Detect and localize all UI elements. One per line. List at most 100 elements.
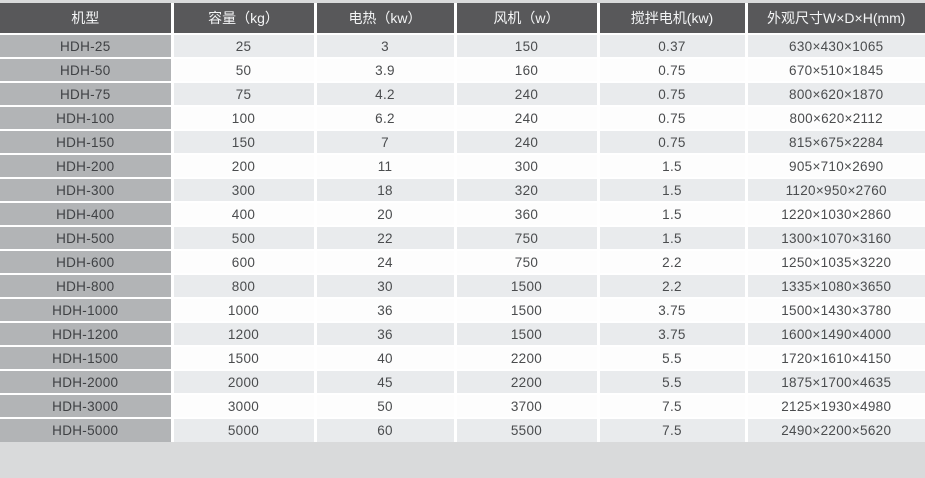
cell-dimensions: 800×620×2112 [744, 105, 925, 130]
cell-model: HDH-300 [0, 177, 172, 202]
cell-mixer: 1.5 [596, 153, 746, 178]
table-row: HDH-75 75 4.2 240 0.75 800×620×1870 [0, 81, 925, 106]
cell-model: HDH-100 [0, 105, 172, 130]
table-row: HDH-1000 1000 36 1500 3.75 1500×1430×3780 [0, 297, 925, 322]
table-row: HDH-25 25 3 150 0.37 630×430×1065 [0, 34, 925, 58]
cell-capacity: 2000 [170, 369, 315, 394]
cell-heating: 11 [313, 153, 455, 178]
table-row: HDH-500 500 22 750 1.5 1300×1070×3160 [0, 225, 925, 250]
table-row: HDH-200 200 11 300 1.5 905×710×2690 [0, 153, 925, 178]
cell-fan: 5500 [453, 417, 598, 442]
column-header-dimensions: 外观尺寸W×D×H(mm) [744, 3, 925, 35]
cell-heating: 3.9 [313, 57, 455, 82]
cell-dimensions: 1720×1610×4150 [744, 345, 925, 370]
cell-capacity: 150 [170, 129, 315, 154]
cell-heating: 22 [313, 225, 455, 250]
cell-fan: 1500 [453, 297, 598, 322]
column-header-mixer: 搅拌电机(kw) [596, 3, 746, 35]
column-header-heating: 电热（kw） [313, 3, 455, 35]
cell-dimensions: 1120×950×2760 [744, 177, 925, 202]
cell-model: HDH-2000 [0, 369, 172, 394]
cell-heating: 45 [313, 369, 455, 394]
cell-model: HDH-50 [0, 57, 172, 82]
cell-mixer: 7.5 [596, 393, 746, 418]
cell-capacity: 1500 [170, 345, 315, 370]
cell-model: HDH-25 [0, 34, 172, 58]
cell-fan: 150 [453, 34, 598, 58]
cell-dimensions: 1600×1490×4000 [744, 321, 925, 346]
cell-capacity: 600 [170, 249, 315, 274]
cell-fan: 320 [453, 177, 598, 202]
cell-heating: 50 [313, 393, 455, 418]
cell-mixer: 0.75 [596, 81, 746, 106]
cell-heating: 4.2 [313, 81, 455, 106]
cell-capacity: 200 [170, 153, 315, 178]
cell-mixer: 5.5 [596, 369, 746, 394]
cell-dimensions: 2125×1930×4980 [744, 393, 925, 418]
cell-capacity: 3000 [170, 393, 315, 418]
cell-fan: 240 [453, 129, 598, 154]
cell-capacity: 300 [170, 177, 315, 202]
cell-heating: 7 [313, 129, 455, 154]
cell-heating: 36 [313, 321, 455, 346]
cell-fan: 300 [453, 153, 598, 178]
cell-mixer: 1.5 [596, 225, 746, 250]
cell-dimensions: 630×430×1065 [744, 34, 925, 58]
cell-mixer: 3.75 [596, 297, 746, 322]
cell-model: HDH-1500 [0, 345, 172, 370]
cell-heating: 3 [313, 34, 455, 58]
cell-fan: 240 [453, 81, 598, 106]
cell-mixer: 2.2 [596, 273, 746, 298]
cell-mixer: 0.37 [596, 34, 746, 58]
cell-mixer: 0.75 [596, 105, 746, 130]
cell-fan: 1500 [453, 273, 598, 298]
cell-mixer: 3.75 [596, 321, 746, 346]
cell-heating: 18 [313, 177, 455, 202]
table-row: HDH-50 50 3.9 160 0.75 670×510×1845 [0, 57, 925, 82]
cell-heating: 60 [313, 417, 455, 442]
cell-dimensions: 1250×1035×3220 [744, 249, 925, 274]
cell-dimensions: 905×710×2690 [744, 153, 925, 178]
cell-model: HDH-3000 [0, 393, 172, 418]
cell-capacity: 500 [170, 225, 315, 250]
cell-mixer: 0.75 [596, 129, 746, 154]
cell-capacity: 100 [170, 105, 315, 130]
cell-mixer: 7.5 [596, 417, 746, 442]
table-row: HDH-1200 1200 36 1500 3.75 1600×1490×4000 [0, 321, 925, 346]
cell-dimensions: 2490×2200×5620 [744, 417, 925, 442]
cell-fan: 2200 [453, 345, 598, 370]
cell-mixer: 1.5 [596, 177, 746, 202]
cell-model: HDH-800 [0, 273, 172, 298]
table-row: HDH-300 300 18 320 1.5 1120×950×2760 [0, 177, 925, 202]
cell-capacity: 25 [170, 34, 315, 58]
cell-fan: 240 [453, 105, 598, 130]
cell-heating: 36 [313, 297, 455, 322]
cell-capacity: 400 [170, 201, 315, 226]
cell-fan: 750 [453, 249, 598, 274]
cell-heating: 40 [313, 345, 455, 370]
cell-dimensions: 1220×1030×2860 [744, 201, 925, 226]
table-row: HDH-600 600 24 750 2.2 1250×1035×3220 [0, 249, 925, 274]
cell-model: HDH-1000 [0, 297, 172, 322]
cell-mixer: 5.5 [596, 345, 746, 370]
cell-heating: 6.2 [313, 105, 455, 130]
cell-dimensions: 1500×1430×3780 [744, 297, 925, 322]
cell-model: HDH-400 [0, 201, 172, 226]
cell-capacity: 75 [170, 81, 315, 106]
table-row: HDH-400 400 20 360 1.5 1220×1030×2860 [0, 201, 925, 226]
cell-dimensions: 1875×1700×4635 [744, 369, 925, 394]
cell-model: HDH-1200 [0, 321, 172, 346]
cell-capacity: 5000 [170, 417, 315, 442]
cell-mixer: 2.2 [596, 249, 746, 274]
cell-heating: 24 [313, 249, 455, 274]
table-row: HDH-3000 3000 50 3700 7.5 2125×1930×4980 [0, 393, 925, 418]
cell-fan: 160 [453, 57, 598, 82]
table-row: HDH-800 800 30 1500 2.2 1335×1080×3650 [0, 273, 925, 298]
column-header-model: 机型 [0, 3, 172, 35]
cell-dimensions: 670×510×1845 [744, 57, 925, 82]
cell-capacity: 50 [170, 57, 315, 82]
cell-mixer: 0.75 [596, 57, 746, 82]
cell-heating: 30 [313, 273, 455, 298]
cell-model: HDH-5000 [0, 417, 172, 442]
